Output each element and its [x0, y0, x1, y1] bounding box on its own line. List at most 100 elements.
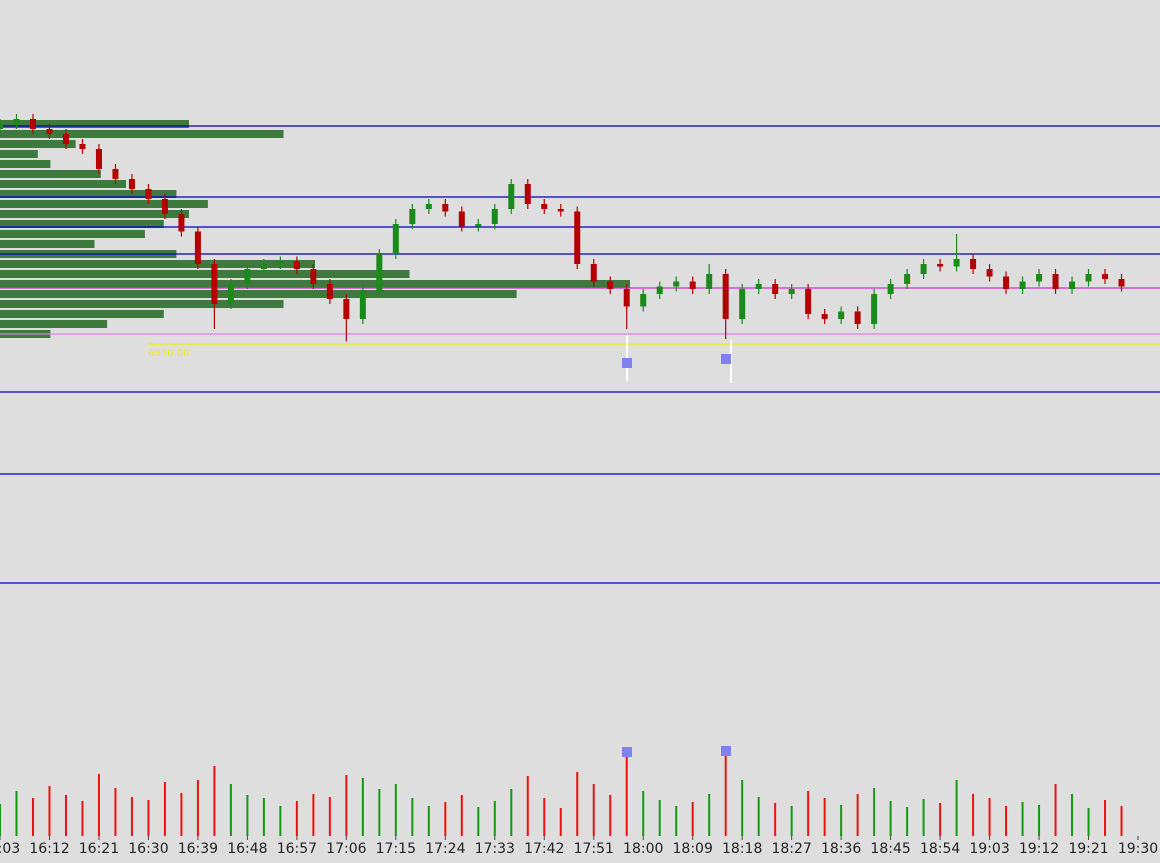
volume-bar [642, 791, 645, 836]
candle-body [607, 281, 614, 289]
volume-bar [856, 794, 859, 836]
profile-bar [0, 120, 189, 128]
x-tick-label: 19:03 [969, 841, 1009, 857]
volume-bar [939, 803, 942, 836]
candle-body [0, 124, 3, 129]
profile-bar [0, 180, 126, 188]
x-tick-label: 16:39 [178, 841, 218, 857]
candle-body [821, 314, 828, 319]
x-tick-label: 17:15 [376, 841, 416, 857]
candle-body [1085, 274, 1092, 282]
candle-body [442, 204, 449, 212]
candle-body [706, 274, 713, 289]
profile-bar [0, 170, 101, 178]
profile-bar [0, 190, 177, 198]
volume-bar [345, 775, 348, 836]
candle-body [46, 129, 53, 134]
volume-bar [444, 802, 447, 836]
x-tick-label: 18:45 [870, 841, 910, 857]
volume-bar [757, 797, 760, 836]
profile-bar [0, 220, 164, 228]
volume-bar [873, 788, 876, 836]
candle-body [574, 211, 581, 264]
candle-body [1102, 274, 1109, 279]
volume-bar [361, 778, 364, 836]
volume-bar [180, 793, 183, 836]
volume-bar [312, 794, 315, 836]
volume-bar [1021, 802, 1024, 836]
profile-bar [0, 270, 410, 278]
volume-bar [1087, 808, 1090, 836]
volume-bar [708, 794, 711, 836]
volume-bar [394, 784, 397, 836]
x-tick-label: 16:12 [29, 841, 69, 857]
candle-body [277, 261, 284, 264]
volume-bar [774, 803, 777, 836]
volume-bar [1038, 805, 1041, 836]
candle-body [739, 289, 746, 319]
candle-body [970, 259, 977, 269]
candle-body [260, 264, 267, 269]
candle-body [590, 264, 597, 282]
profile-bar [0, 130, 284, 138]
volume-bar [592, 784, 595, 836]
volume-bar [81, 801, 84, 836]
signal-marker [622, 358, 632, 368]
candle-body [128, 179, 135, 189]
candle-body [95, 149, 102, 169]
volume-bar [840, 805, 843, 836]
profile-bar [0, 310, 164, 318]
profile-bar [0, 240, 95, 248]
x-tick-label: 18:00 [623, 841, 663, 857]
candle-body [871, 294, 878, 324]
x-tick-label: 17:06 [326, 841, 366, 857]
candle-body [475, 224, 482, 227]
volume-bar [493, 801, 496, 836]
volume-bar [97, 774, 100, 836]
x-tick-label: 18:18 [722, 841, 762, 857]
candle-body [62, 134, 69, 144]
volume-bar [1104, 800, 1107, 836]
candle-body [1036, 274, 1043, 282]
volume-bar [1054, 784, 1057, 836]
candle-body [29, 119, 36, 129]
x-tick-label: 17:51 [574, 841, 614, 857]
volume-bar [510, 789, 513, 836]
volume-bar [460, 795, 463, 836]
volume-bar [48, 786, 51, 836]
volume-bar [906, 807, 909, 836]
volume-bar [130, 797, 133, 836]
x-tick-label: 17:42 [524, 841, 564, 857]
volume-bar [988, 798, 991, 836]
volume-bar [658, 800, 661, 836]
x-tick-label: 19:12 [1019, 841, 1059, 857]
x-tick-label: 17:33 [475, 841, 515, 857]
candle-body [1118, 279, 1125, 287]
candle-body [425, 204, 432, 209]
x-tick-label: 16:57 [277, 841, 317, 857]
signal-marker [622, 747, 632, 757]
x-tick-label: 16:03 [0, 841, 20, 857]
x-tick-label: 19:30 [1118, 841, 1158, 857]
x-tick-label: 16:48 [227, 841, 267, 857]
profile-bar [0, 140, 76, 148]
candle-body [953, 259, 960, 267]
candle-body [13, 119, 20, 124]
volume-bar [229, 784, 232, 836]
volume-bar [196, 780, 199, 836]
candle-body [194, 231, 201, 264]
candle-body [524, 184, 531, 204]
candle-body [79, 144, 86, 149]
candle-body [904, 274, 911, 284]
profile-bar [0, 290, 517, 298]
volume-bar [823, 798, 826, 836]
volume-pane [0, 746, 1123, 836]
candle-body [788, 289, 795, 294]
x-tick-label: 18:54 [920, 841, 960, 857]
profile-bar [0, 150, 38, 158]
volume-bar [807, 791, 810, 836]
volume-bar [609, 795, 612, 836]
candle-body [326, 284, 333, 299]
volume-bar [790, 806, 793, 836]
